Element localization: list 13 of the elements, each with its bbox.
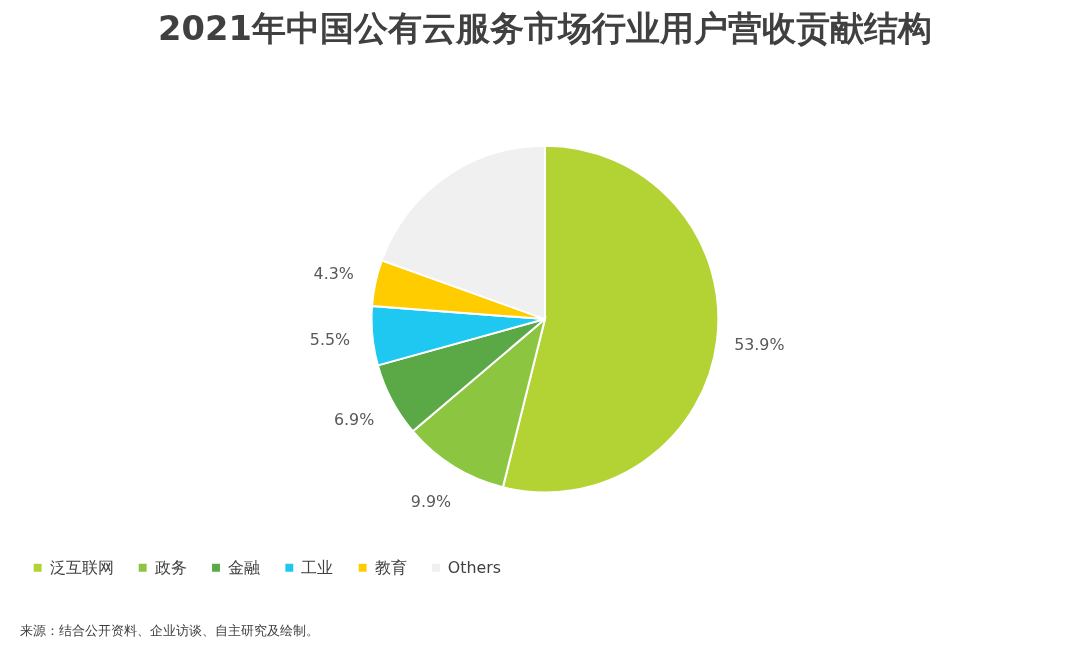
legend-label: 政务 — [154, 557, 187, 577]
data-label: 5.5% — [309, 330, 351, 350]
legend-label: 泛互联网 — [49, 557, 114, 577]
legend-label: 金融 — [227, 557, 260, 577]
data-label: 53.9% — [734, 335, 785, 355]
legend-label: 工业 — [301, 557, 334, 577]
data-label: 9.9% — [410, 492, 452, 512]
legend-label: 教育 — [374, 557, 407, 577]
source-note: 来源：结合公开资料、企业访谈、自主研究及绘制。 — [19, 623, 319, 639]
data-label: 4.3% — [313, 263, 354, 283]
legend-label: Others — [447, 557, 502, 577]
chart-title: 2021年中国公有云服务市场行业用户营收贡献结构 — [158, 8, 932, 48]
data-label: 6.9% — [333, 410, 375, 430]
